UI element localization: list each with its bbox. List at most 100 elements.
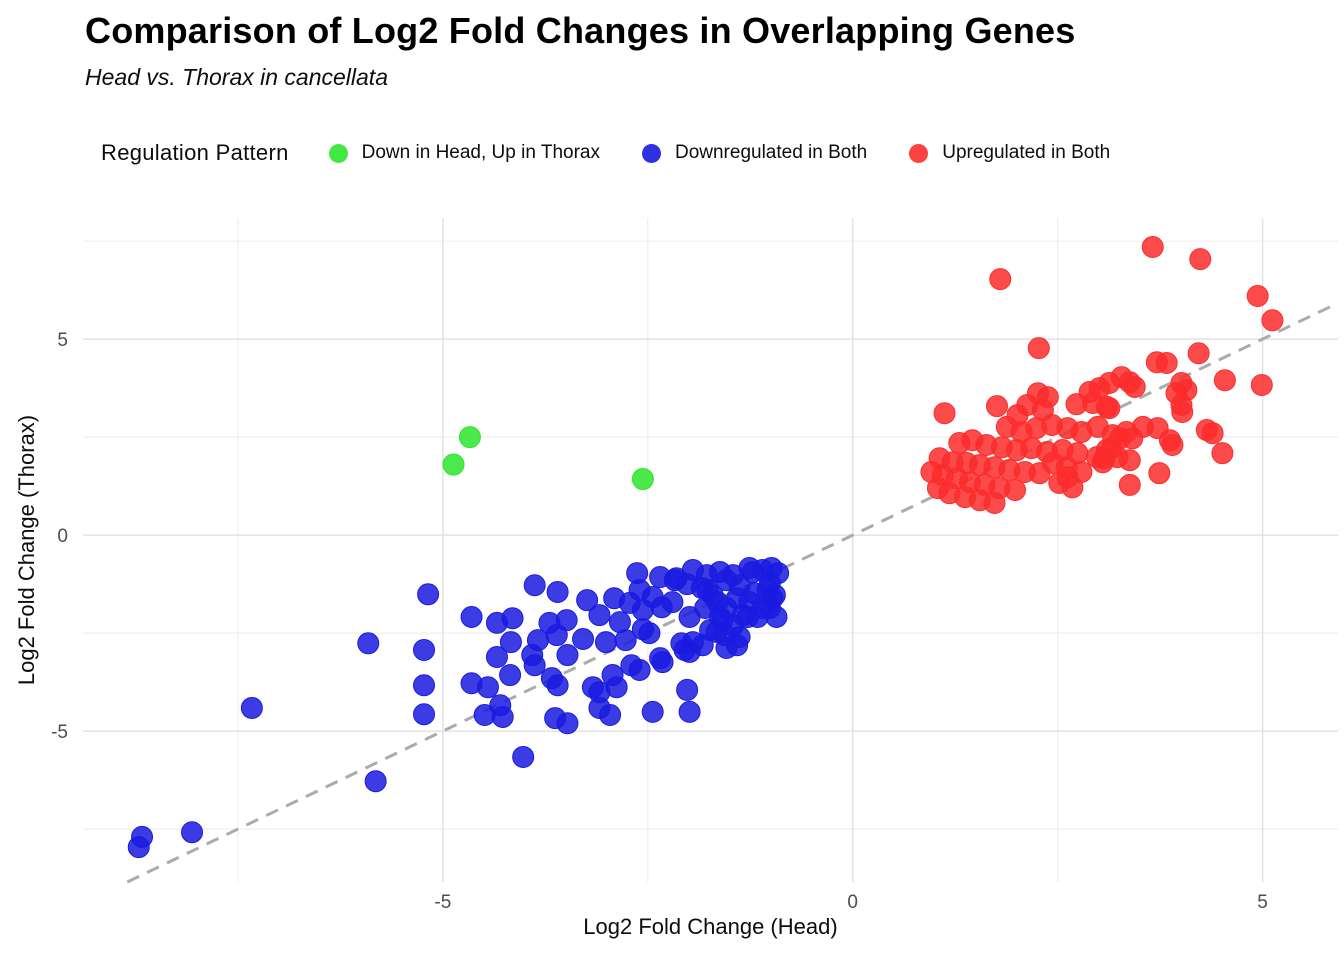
data-point [458,426,481,449]
data-point [614,629,637,652]
data-point [485,646,508,669]
data-point [708,560,731,583]
data-point [1171,401,1194,424]
x-tick-label: 0 [847,892,858,913]
x-tick-label: -5 [434,892,451,913]
data-point [499,664,522,687]
data-point [1118,449,1141,472]
data-point [1211,442,1234,465]
data-point [594,631,617,654]
data-point [1201,422,1224,445]
data-point [650,596,673,619]
data-point [546,674,569,697]
x-axis-title: Log2 Fold Change (Head) [583,914,838,939]
data-point [706,591,729,614]
x-tick-label: 5 [1257,892,1268,913]
data-point [364,770,387,793]
data-point [933,402,956,425]
legend-item: Downregulated in Both [641,142,868,164]
data-point [1056,466,1079,489]
data-point [767,562,790,585]
data-point [989,268,1012,291]
data-point [181,821,204,844]
data-point [1189,248,1212,271]
data-point [501,607,524,630]
legend-item-label: Down in Head, Up in Thorax [361,142,600,163]
data-point [1187,342,1210,365]
data-point [618,591,641,614]
data-point [1148,462,1171,485]
data-point [417,583,440,606]
data-point [1110,366,1133,389]
data-point [1213,369,1236,392]
data-point [1093,447,1116,470]
legend-title: Regulation Pattern [101,140,289,165]
data-point [1098,397,1121,420]
data-point [605,676,628,699]
data-point [1088,377,1111,400]
data-point [641,700,664,723]
data-point [1141,236,1164,259]
data-point [673,638,696,661]
data-point [983,491,1006,514]
data-point [1004,479,1027,502]
data-point [1155,352,1178,375]
data-point [1016,393,1039,416]
data-point [649,647,672,670]
data-point [678,606,701,629]
data-point [1027,337,1050,360]
chart-subtitle: Head vs. Thorax in cancellata [85,64,388,90]
data-point [413,638,436,661]
legend: Regulation Pattern Down in Head, Up in T… [101,134,1152,172]
data-point [442,453,465,476]
data-point [631,468,654,491]
legend-dot [328,143,348,163]
data-point [678,700,701,723]
data-point [588,604,611,627]
y-tick-label: 0 [57,526,68,547]
data-point [728,626,751,649]
y-tick-label: 5 [57,330,68,351]
data-point [413,703,436,726]
data-point [1250,373,1273,396]
data-point [731,604,754,627]
data-point [556,644,579,667]
data-point [572,627,595,650]
legend-item: Upregulated in Both [909,142,1110,164]
data-point [1161,433,1184,456]
data-point [1246,285,1269,308]
data-point [765,606,788,629]
data-point [1036,386,1059,409]
data-point [638,622,661,645]
legend-dot [641,143,661,163]
data-point [499,631,522,654]
legend-item-label: Upregulated in Both [942,142,1111,163]
data-point [1118,473,1141,496]
data-point [738,557,761,580]
data-point [512,745,535,768]
data-point [546,580,569,603]
data-point [628,658,651,681]
y-axis-title: Log2 Fold Change (Thorax) [14,414,39,686]
data-point [489,694,512,717]
data-point [127,836,150,859]
data-point [576,589,599,612]
data-point [460,672,483,695]
data-point [681,558,704,581]
legend-item: Down in Head, Up in Thorax [328,142,600,164]
data-point [663,569,686,592]
data-point [545,624,568,647]
data-point [676,678,699,701]
data-point [357,632,380,655]
data-point [240,696,263,719]
data-point [523,574,546,597]
data-point [413,674,436,697]
y-tick-label: -5 [51,722,68,743]
data-point [588,696,611,719]
legend-dot [909,143,929,163]
data-point [523,654,546,677]
legend-item-label: Downregulated in Both [674,142,868,163]
data-point [460,606,483,629]
